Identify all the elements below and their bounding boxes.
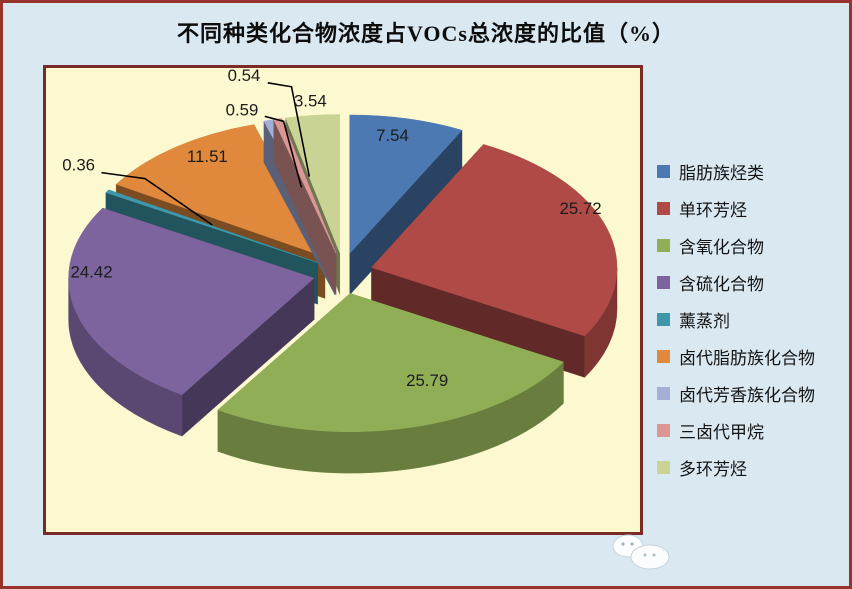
pie-slice-0 — [349, 114, 463, 296]
legend-swatch — [657, 461, 670, 474]
legend-item: 脂肪族烃类 — [657, 153, 815, 190]
plot-area: 7.54 25.72 25.79 24.42 0.36 11.51 0.59 0.54 3.54 — [43, 65, 643, 535]
pie-slice-1 — [371, 143, 618, 378]
pie-slice-2 — [217, 293, 564, 474]
pie-slice-3 — [68, 207, 315, 437]
legend-swatch — [657, 387, 670, 400]
legend-swatch — [657, 424, 670, 437]
label-leader-line — [267, 82, 311, 177]
legend-label: 单环芳烃 — [679, 201, 747, 220]
label-leader-line — [101, 171, 213, 226]
label-leader-line — [264, 115, 303, 188]
legend-item: 含氧化合物 — [657, 227, 815, 264]
legend-label: 脂肪族烃类 — [679, 164, 764, 183]
slice-value-label: 0.36 — [62, 156, 95, 175]
legend-label: 卤代芳香族化合物 — [679, 386, 815, 405]
legend: 脂肪族烃类单环芳烃含氧化合物含硫化合物薰蒸剂卤代脂肪族化合物 卤代芳香族化合物 三卤… — [657, 153, 815, 486]
legend-label: 三卤代甲烷 — [679, 423, 764, 442]
slice-value-label: 11.51 — [187, 147, 228, 166]
data-labels: 7.54 25.72 25.79 24.42 0.36 11.51 0.59 0.54 3.54 — [62, 68, 601, 390]
legend-swatch — [657, 350, 670, 363]
legend-label: 含硫化合物 — [679, 275, 764, 294]
slice-value-label: 0.54 — [228, 68, 261, 85]
legend-swatch — [657, 313, 670, 326]
legend-label: 多环芳烃 — [679, 460, 747, 479]
legend-label: 含氧化合物 — [679, 238, 764, 257]
pie-3d-chart: 7.54 25.72 25.79 24.42 0.36 11.51 0.59 0.54 3.54 — [62, 68, 618, 474]
legend-item: 含硫化合物 — [657, 264, 815, 301]
slice-value-label: 0.59 — [226, 100, 259, 119]
legend-item: 卤代芳香族化合物 — [657, 375, 815, 412]
legend-item: 薰蒸剂 — [657, 301, 815, 338]
chart-title: 不同种类化合物浓度占VOCs总浓度的比值（%） — [176, 21, 675, 46]
legend-swatch — [657, 202, 670, 215]
legend-label: 卤代脂肪族化合物 — [679, 349, 815, 368]
slice-value-label: 7.54 — [376, 126, 409, 145]
legend-item: 三卤代甲烷 — [657, 412, 815, 449]
slice-value-label: 24.42 — [70, 262, 112, 281]
legend-swatch — [657, 165, 670, 178]
legend-item: 卤代脂肪族化合物 — [657, 338, 815, 375]
legend-swatch — [657, 239, 670, 252]
legend-swatch — [657, 276, 670, 289]
legend-item: 单环芳烃 — [657, 190, 815, 227]
legend-label: 薰蒸剂 — [679, 312, 730, 331]
slice-value-label: 25.79 — [406, 371, 448, 390]
slice-value-label: 3.54 — [294, 92, 327, 111]
legend-item: 多环芳烃 — [657, 449, 815, 486]
watermark-cloud-icon — [612, 534, 679, 570]
slice-value-label: 25.72 — [560, 199, 602, 218]
